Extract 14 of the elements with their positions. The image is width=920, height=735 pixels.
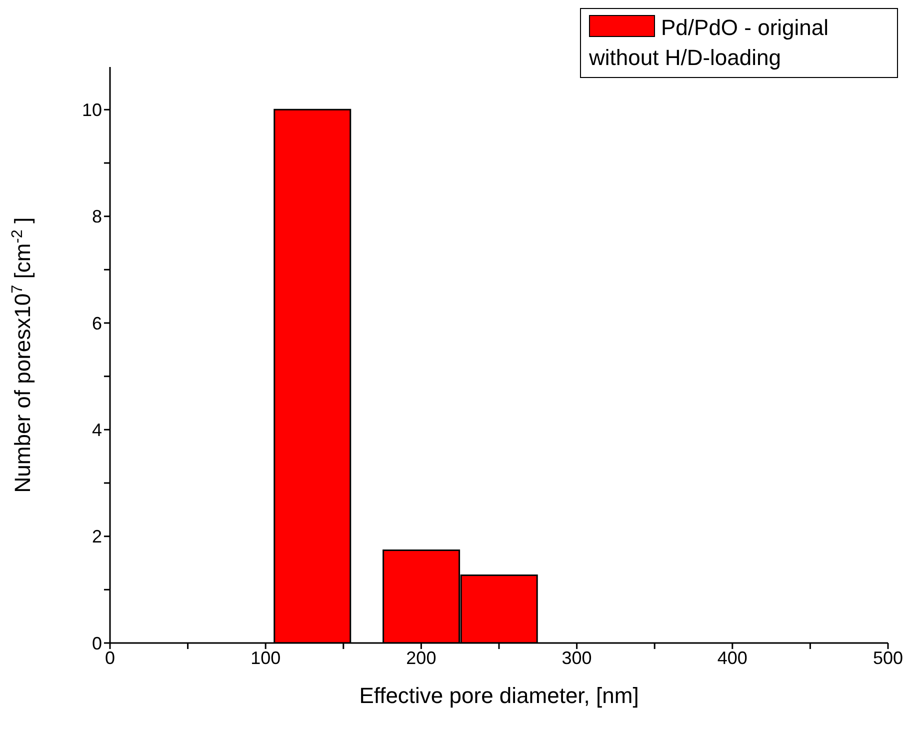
x-tick-label: 100 xyxy=(250,648,281,668)
x-tick-label: 500 xyxy=(872,648,904,668)
x-tick-label: 200 xyxy=(406,648,436,668)
y-tick-label: 8 xyxy=(92,206,102,227)
y-tick-label: 4 xyxy=(92,420,102,440)
y-tick-label: 10 xyxy=(82,100,102,120)
y-tick-label: 0 xyxy=(92,633,102,654)
y-tick-label: 6 xyxy=(92,313,102,334)
legend-label: Pd/PdO - original without H/D-loading xyxy=(589,15,829,70)
x-tick-label: 400 xyxy=(717,648,748,668)
y-tick-label: 2 xyxy=(92,526,102,547)
x-tick-label: 300 xyxy=(562,648,592,668)
x-tick-label: 0 xyxy=(104,648,116,668)
x-axis-title: Effective pore diameter, [nm] xyxy=(359,683,639,708)
